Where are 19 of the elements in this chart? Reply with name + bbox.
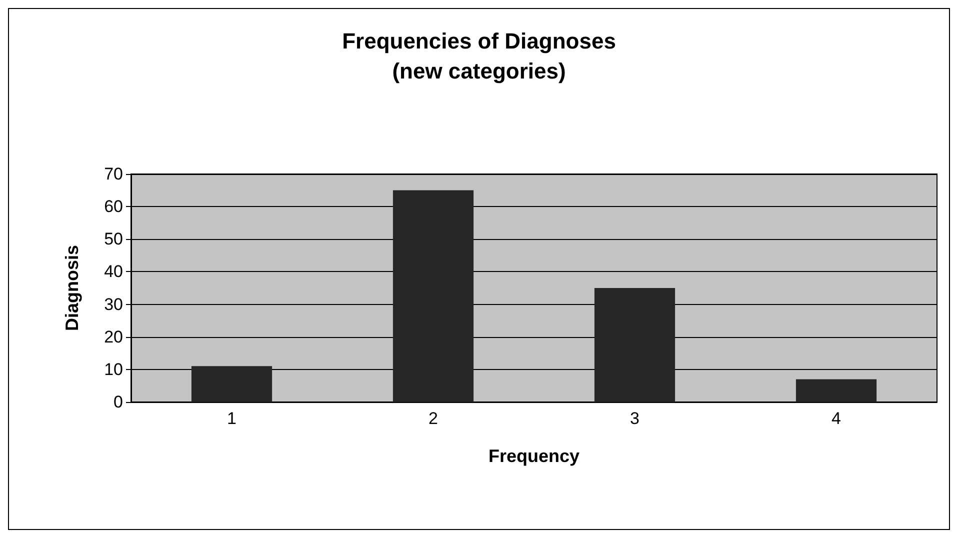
- x-tick-label: 2: [428, 409, 438, 428]
- bar: [191, 366, 272, 402]
- y-tick-label: 10: [104, 360, 123, 379]
- y-tick-label: 0: [114, 392, 123, 412]
- y-tick-label: 30: [104, 294, 123, 314]
- bar: [796, 379, 877, 402]
- y-tick-label: 70: [104, 164, 123, 184]
- x-tick-label: 3: [630, 409, 640, 428]
- y-tick-label: 40: [104, 262, 123, 282]
- x-tick-label: 4: [832, 409, 841, 428]
- bar: [392, 190, 474, 402]
- chart-title: Frequencies of Diagnoses (new categories): [342, 28, 616, 84]
- y-tick-label: 20: [104, 327, 123, 346]
- y-axis-title: Diagnosis: [62, 244, 82, 332]
- x-axis-title: Frequency: [488, 446, 580, 466]
- x-tick-label: 1: [227, 409, 236, 428]
- y-tick-label: 50: [104, 230, 123, 249]
- y-tick-label: 60: [104, 197, 123, 216]
- bar: [594, 288, 676, 402]
